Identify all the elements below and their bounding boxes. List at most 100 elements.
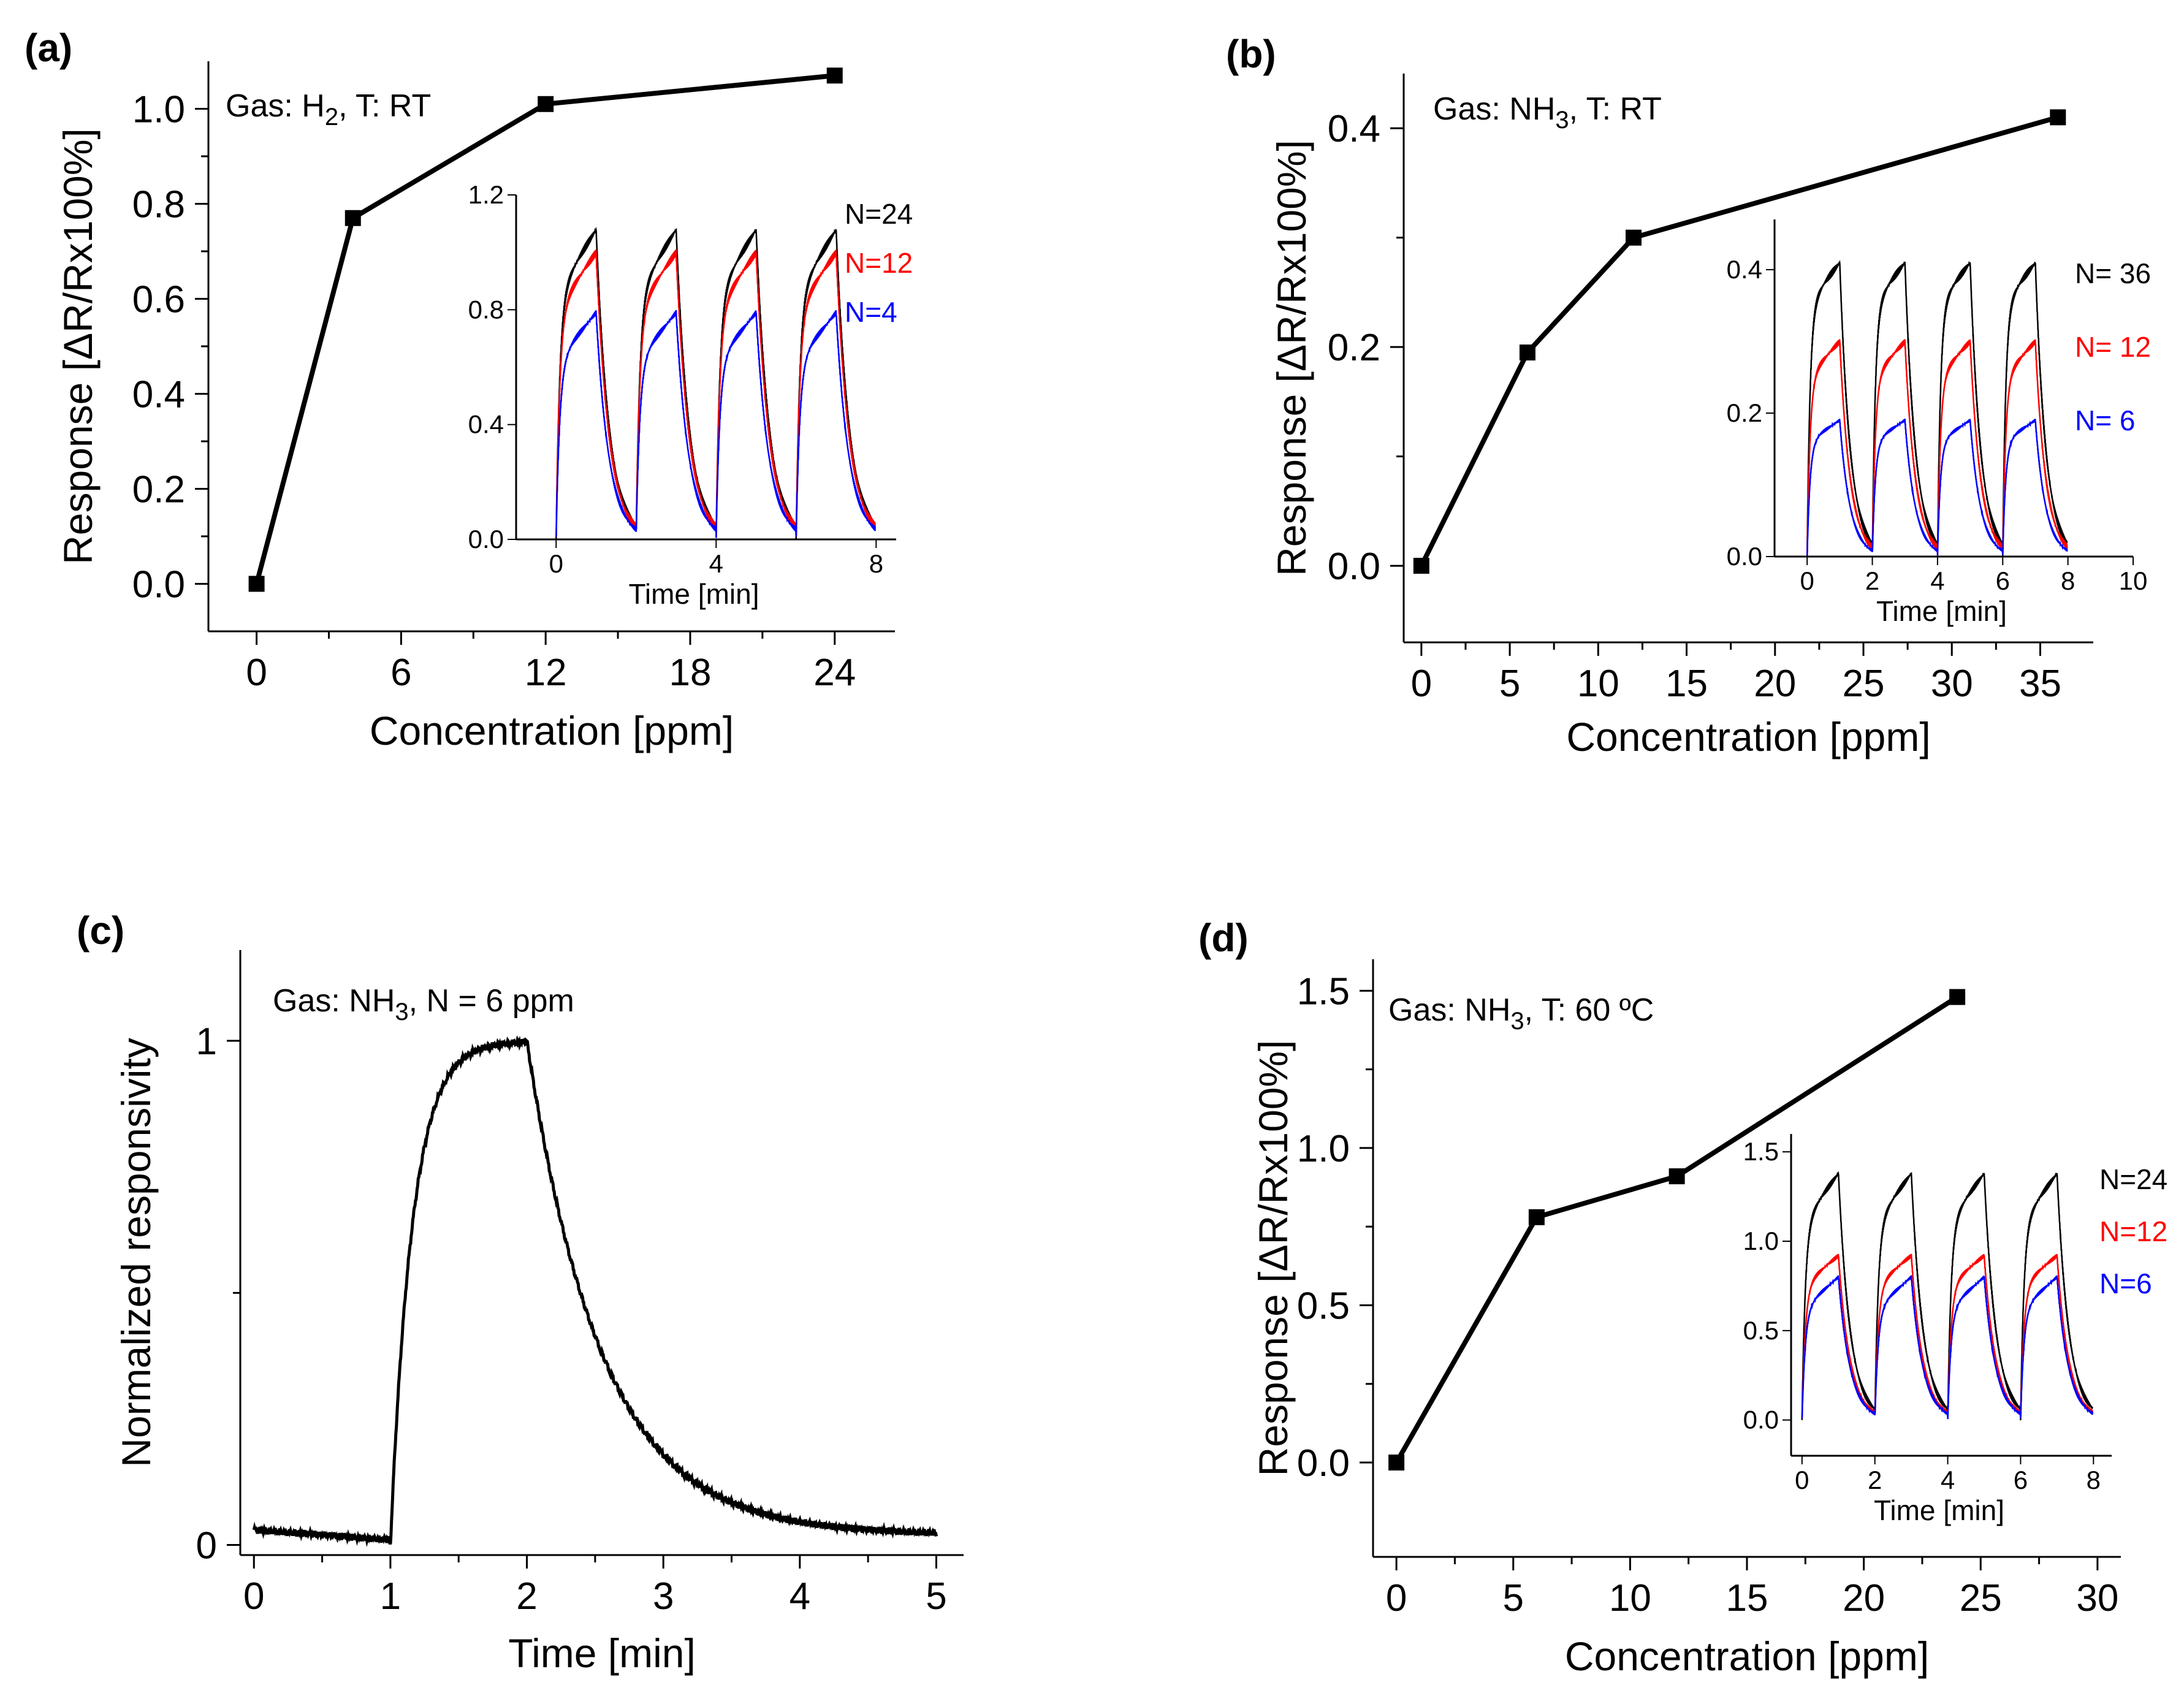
annotation-prefix: Gas: H (226, 88, 325, 124)
x-tick-label: 25 (1843, 663, 1885, 705)
inset-y-tick-label: 0.2 (1727, 398, 1762, 427)
inset-legend-entry: N=6 (2099, 1268, 2152, 1299)
series-line (1394, 995, 1959, 1464)
inset-y-tick-label: 0.0 (1727, 542, 1762, 571)
y-tick-label: 1.0 (132, 89, 185, 131)
inset-series-line (555, 310, 876, 538)
data-point (344, 210, 361, 226)
y-tick-label: 0.4 (132, 374, 185, 416)
series-line (1419, 115, 2059, 567)
x-tick-label: 18 (669, 652, 711, 694)
inset-legend-entry: N= 6 (2075, 405, 2135, 436)
x-tick-label: 5 (1503, 1577, 1524, 1619)
gas-annotation: Gas: H2, T: RT (226, 88, 431, 131)
inset-x-tick-label: 10 (2119, 566, 2148, 595)
y-axis-label: Response [ΔR/Rx100%] (1269, 140, 1314, 576)
x-tick-label: 25 (1960, 1577, 2002, 1619)
x-tick-label: 5 (926, 1575, 946, 1618)
x-tick-label: 12 (525, 652, 567, 694)
data-point (1413, 558, 1429, 574)
inset-legend-entry: N= 36 (2075, 257, 2151, 289)
y-tick-label: 0.4 (1328, 108, 1380, 150)
annotation-prefix: Gas: NH (1388, 992, 1510, 1028)
y-axis-label: Normalized responsivity (113, 1038, 159, 1467)
panel-d: (d)0 5 10 15 20 25 300.00.51.01.5Concentration… (1198, 916, 2167, 1679)
x-tick-label: 20 (1754, 663, 1796, 705)
inset-legend-entry: N= 12 (2075, 331, 2151, 363)
inset-x-tick-label: 0 (1795, 1466, 1809, 1494)
inset-series-line (1806, 419, 2068, 556)
y-tick-label: 0.0 (1328, 546, 1380, 588)
data-point (248, 576, 265, 592)
x-axis-label: Concentration [ppm] (1565, 1634, 1929, 1679)
y-axis-label: Response [ΔR/Rx100%] (55, 128, 101, 565)
data-point (1949, 989, 1966, 1005)
panel-b: (b)0 5 10 15 20 25 30 350.00.20.4Concentration … (1226, 32, 2151, 759)
inset-y-tick-label: 0.8 (468, 295, 504, 324)
x-tick-label: 5 (1499, 663, 1520, 705)
annotation-suffix: , T: RT (1569, 91, 1662, 127)
inset-x-tick-label: 4 (1930, 566, 1944, 595)
inset-d: 0 2 4 6 8 0.0 0.5 1.0 1.5 Time [min] N=24 N=12 N=6 (1743, 1134, 2167, 1526)
y-axis-label: Response [ΔR/Rx100%] (1250, 1040, 1296, 1477)
inset-legend-entry: N=12 (2099, 1215, 2167, 1247)
inset-x-tick-label: 0 (549, 549, 563, 578)
y-tick-label: 1.0 (1297, 1128, 1350, 1170)
inset-x-tick-label: 4 (1941, 1466, 1955, 1494)
data-point (826, 67, 843, 84)
inset-series-line (555, 249, 876, 538)
x-tick-label: 0 (1411, 663, 1432, 705)
y-tick-label: 0.6 (132, 279, 185, 321)
x-tick-label: 3 (653, 1575, 674, 1618)
x-axis-label: Concentration [ppm] (370, 708, 734, 753)
y-tick-label: 1.5 (1297, 970, 1350, 1013)
inset-x-tick-label: 2 (1865, 566, 1879, 595)
inset-series-line (1806, 339, 2068, 555)
x-tick-label: 2 (516, 1575, 537, 1618)
gas-annotation: Gas: NH3, N = 6 ppm (273, 983, 574, 1025)
inset-x-tick-label: 6 (1996, 566, 2010, 595)
annotation-subscript: 3 (1555, 107, 1569, 134)
inset-x-axis-label: Time [min] (1876, 595, 2007, 627)
inset-y-tick-label: 0.4 (468, 410, 504, 439)
x-tick-label: 0 (243, 1575, 264, 1618)
x-tick-label: 15 (1726, 1577, 1768, 1619)
inset-series-line (1801, 1275, 2093, 1420)
inset-x-tick-label: 2 (1868, 1466, 1882, 1494)
annotation-subscript: 3 (395, 998, 408, 1025)
inset-x-axis-label: Time [min] (629, 578, 759, 610)
data-point (2050, 109, 2066, 126)
series-line (254, 73, 835, 585)
inset-series-line (1801, 1171, 2093, 1421)
inset-a: 0 4 8 0.0 0.4 0.8 1.2 Time [min] N=24 N=12 N=4 (468, 180, 913, 610)
x-tick-label: 24 (813, 652, 856, 694)
inset-x-tick-label: 8 (2087, 1466, 2101, 1494)
x-tick-label: 10 (1609, 1577, 1651, 1619)
y-tick-label: 0.8 (132, 184, 185, 226)
x-tick-label: 0 (246, 652, 267, 694)
inset-y-tick-label: 1.2 (468, 180, 504, 209)
annotation-prefix: Gas: NH (1433, 91, 1555, 127)
x-tick-label: 1 (380, 1575, 401, 1618)
inset-x-tick-label: 6 (2014, 1466, 2028, 1494)
x-tick-label: 10 (1577, 663, 1619, 705)
y-tick-label: 0.0 (1297, 1442, 1350, 1485)
y-tick-label: 0 (196, 1525, 217, 1567)
x-tick-label: 4 (790, 1575, 810, 1618)
inset-legend-entry: N=24 (2099, 1163, 2167, 1195)
annotation-prefix: Gas: NH (273, 983, 395, 1019)
gas-annotation: Gas: NH3, T: RT (1433, 91, 1662, 134)
y-tick-label: 0.5 (1297, 1285, 1350, 1327)
y-tick-label: 1 (196, 1021, 217, 1063)
annotation-subscript: 2 (325, 104, 338, 131)
panel-a: (a)0 6 12 18 240.00.20.40.60.81.0Concentrati… (25, 26, 913, 753)
gas-annotation: Gas: NH3, T: 60 ºC (1388, 992, 1654, 1035)
inset-x-tick-label: 4 (709, 549, 723, 578)
panel-c: (c) 0 1 2 3 4 5 0 1 Time [min] Normalized responsi… (77, 908, 964, 1676)
inset-legend-entry: N=24 (845, 198, 913, 230)
inset-legend-entry: N=4 (845, 296, 897, 328)
x-tick-label: 15 (1665, 663, 1708, 705)
inset-x-tick-label: 8 (869, 549, 883, 578)
